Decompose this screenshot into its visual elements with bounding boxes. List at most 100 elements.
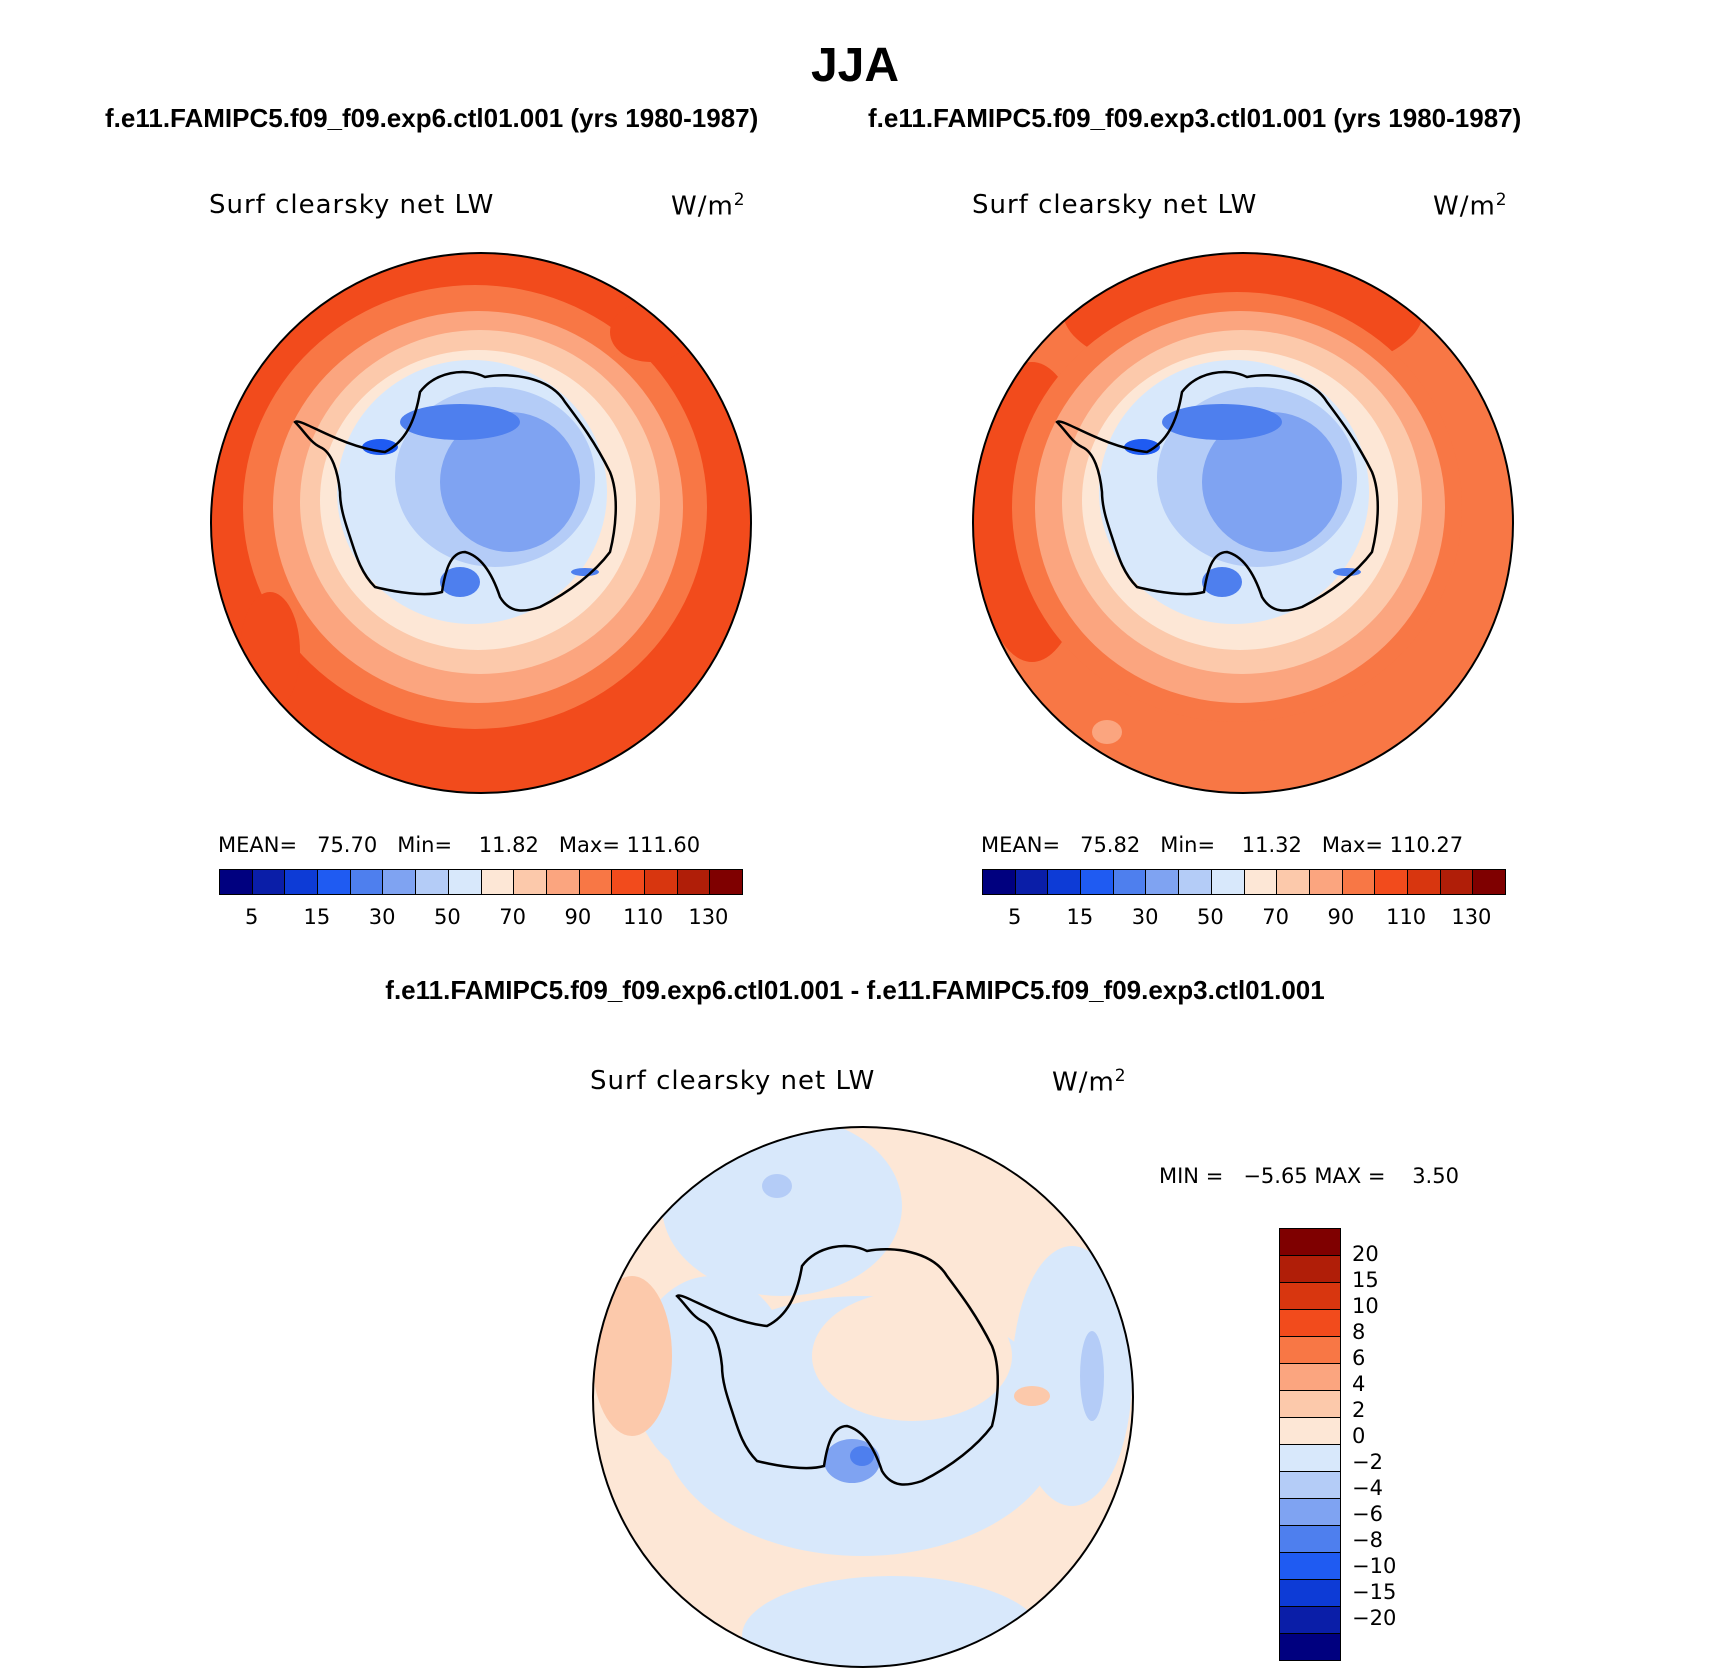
map-difference	[592, 1126, 1134, 1668]
colorbar-tick-label: 90	[1327, 905, 1355, 929]
colorbar-swatch	[1244, 870, 1278, 894]
colorbar-tick-label: 15	[303, 905, 331, 929]
colorbar-swatch	[983, 870, 1016, 894]
colorbar-swatch	[1280, 1418, 1340, 1445]
colorbar-tick-label: 5	[244, 905, 259, 929]
colorbar-swatch	[546, 870, 580, 894]
colorbar-swatch	[220, 870, 253, 894]
stats-left: MEAN= 75.70 Min= 11.82 Max= 111.60	[218, 833, 701, 857]
colorbar-tick-label: 8	[1352, 1320, 1366, 1344]
colorbar-swatch	[1113, 870, 1147, 894]
colorbar-tick-label: −8	[1352, 1528, 1383, 1552]
colorbar-difference	[1279, 1228, 1341, 1661]
units-label-right: W/m2	[1433, 190, 1508, 222]
colorbar-swatch	[1280, 1445, 1340, 1472]
colorbar-labels-difference: 20 15 10 8 6 4 2 0 −2 −4 −6 −8 −10 −15 −20	[1352, 1228, 1452, 1648]
stats-right: MEAN= 75.82 Min= 11.32 Max= 110.27	[981, 833, 1464, 857]
colorbar-tick-label: 50	[1197, 905, 1224, 929]
coastline-right	[1055, 370, 1380, 612]
colorbar-tick-label: −6	[1352, 1502, 1383, 1526]
colorbar-swatch	[1280, 1607, 1340, 1634]
colorbar-swatch	[1375, 870, 1408, 894]
colorbar-tick-label: 90	[564, 905, 592, 929]
colorbar-tick-label: 30	[368, 905, 396, 929]
variable-label-right: Surf clearsky net LW	[972, 190, 1258, 220]
colorbar-tick-label: 10	[1352, 1294, 1379, 1318]
colorbar-tick-label: 130	[1451, 905, 1492, 929]
colorbar-swatch	[1280, 1472, 1340, 1499]
map-right	[972, 252, 1514, 794]
colorbar-swatch	[1211, 870, 1245, 894]
colorbar-swatch	[481, 870, 515, 894]
colorbar-swatch	[514, 870, 547, 894]
colorbar-swatch	[1280, 1634, 1340, 1660]
colorbar-tick-label: 2	[1352, 1398, 1366, 1422]
colorbar-swatch	[1081, 870, 1114, 894]
colorbar-tick-label: −10	[1352, 1554, 1397, 1578]
colorbar-left	[219, 869, 743, 895]
case-title-left: f.e11.FAMIPC5.f09_f09.exp6.ctl01.001 (yr…	[105, 103, 759, 133]
colorbar-tick-label: −20	[1352, 1606, 1397, 1630]
variable-label-diff: Surf clearsky net LW	[590, 1066, 876, 1096]
colorbar-swatch	[677, 870, 711, 894]
colorbar-swatch	[1280, 1580, 1340, 1607]
coastline-diff	[675, 1244, 1000, 1486]
colorbar-swatch	[612, 870, 645, 894]
colorbar-tick-label: 15	[1352, 1268, 1379, 1292]
colorbar-swatch	[448, 870, 482, 894]
colorbar-swatch	[1280, 1229, 1340, 1256]
colorbar-swatch	[416, 870, 449, 894]
map-left	[210, 252, 752, 794]
colorbar-swatch	[1280, 1256, 1340, 1283]
colorbar-swatch	[1280, 1310, 1340, 1337]
colorbar-swatch	[1277, 870, 1310, 894]
colorbar-right	[982, 869, 1506, 895]
colorbar-tick-label: 70	[1262, 905, 1289, 929]
colorbar-swatch	[1473, 870, 1505, 894]
colorbar-swatch	[710, 870, 742, 894]
colorbar-swatch	[285, 870, 319, 894]
colorbar-tick-label: 6	[1352, 1346, 1366, 1370]
colorbar-swatch	[1146, 870, 1180, 894]
colorbar-tick-label: 110	[623, 905, 664, 929]
colorbar-swatch	[252, 870, 286, 894]
stats-diff: MIN = −5.65 MAX = 3.50	[1159, 1164, 1459, 1188]
colorbar-tick-label: 5	[1007, 905, 1022, 929]
colorbar-swatch	[383, 870, 417, 894]
colorbar-swatch	[1309, 870, 1343, 894]
main-title: JJA	[810, 39, 900, 92]
colorbar-tick-label: −15	[1352, 1580, 1397, 1604]
colorbar-swatch	[1015, 870, 1049, 894]
colorbar-swatch	[350, 870, 384, 894]
colorbar-swatch	[1280, 1391, 1340, 1418]
colorbar-tick-label: 20	[1352, 1242, 1379, 1266]
colorbar-swatch	[318, 870, 351, 894]
units-label-left: W/m2	[671, 190, 746, 222]
colorbar-swatch	[1280, 1499, 1340, 1526]
colorbar-swatch	[1048, 870, 1082, 894]
colorbar-tick-label: 15	[1066, 905, 1094, 929]
coastline-left	[293, 370, 618, 612]
colorbar-tick-label: 4	[1352, 1372, 1366, 1396]
variable-label-left: Surf clearsky net LW	[209, 190, 495, 220]
colorbar-tick-label: −2	[1352, 1450, 1383, 1474]
colorbar-labels-left: 5 15 30 50 70 90 110 130	[219, 905, 741, 931]
colorbar-tick-label: 50	[434, 905, 461, 929]
colorbar-swatch	[1280, 1553, 1340, 1580]
colorbar-swatch	[644, 870, 678, 894]
colorbar-tick-label: −4	[1352, 1476, 1383, 1500]
colorbar-labels-right: 5 15 30 50 70 90 110 130	[982, 905, 1504, 931]
colorbar-swatch	[1280, 1337, 1340, 1364]
units-label-diff: W/m2	[1052, 1066, 1127, 1098]
colorbar-swatch	[1280, 1364, 1340, 1391]
colorbar-tick-label: 70	[499, 905, 526, 929]
colorbar-swatch	[1342, 870, 1376, 894]
colorbar-swatch	[1440, 870, 1474, 894]
colorbar-swatch	[1280, 1526, 1340, 1553]
case-title-right: f.e11.FAMIPC5.f09_f09.exp3.ctl01.001 (yr…	[868, 103, 1522, 133]
colorbar-swatch	[1280, 1283, 1340, 1310]
colorbar-swatch	[1179, 870, 1212, 894]
difference-title: f.e11.FAMIPC5.f09_f09.exp6.ctl01.001 - f…	[385, 975, 1325, 1005]
colorbar-swatch	[1407, 870, 1441, 894]
colorbar-tick-label: 130	[688, 905, 729, 929]
